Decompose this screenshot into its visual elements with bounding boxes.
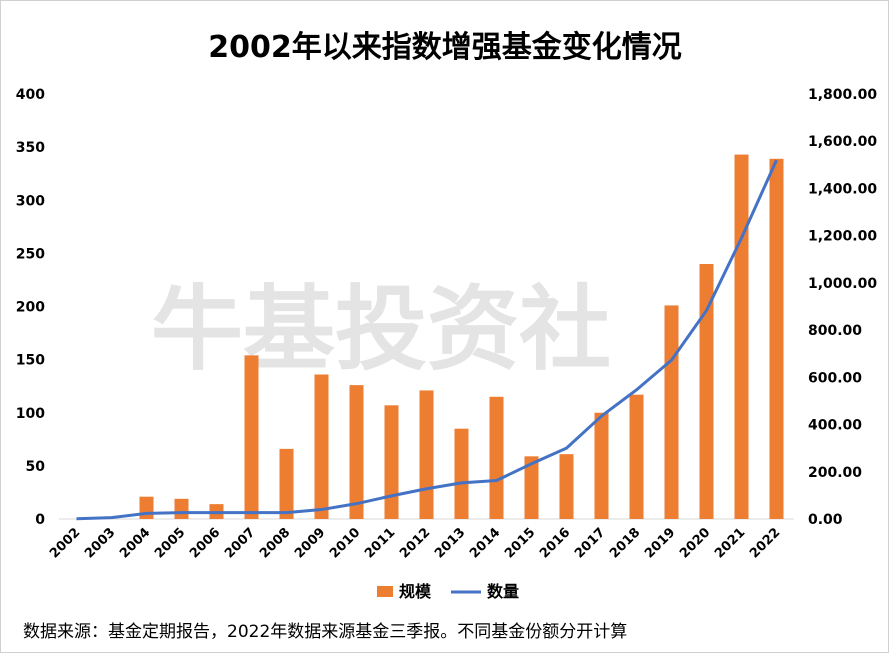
x-tick-label: 2003 [82,525,118,561]
x-tick-label: 2017 [572,525,608,561]
right-tick-label: 1,000.00 [808,276,877,292]
bar-2016 [559,454,574,519]
watermark-text: 牛基投资社 [151,276,611,383]
x-tick-label: 2004 [117,525,153,561]
legend-label-line: 数量 [487,582,519,601]
x-tick-label: 2012 [397,525,433,561]
bar-2017 [594,412,609,519]
right-axis: 0.00 200.00 400.00 600.00 800.00 1,000.00 1,20… [808,87,877,528]
right-tick-label: 1,600.00 [808,134,877,150]
right-tick-label: 0.00 [808,512,843,528]
left-tick-label: 200 [16,300,45,316]
line-count [76,159,778,521]
bar-2010 [349,385,364,519]
left-tick-label: 300 [16,193,45,209]
legend: 规模 数量 [377,582,519,601]
bar-2011 [384,405,399,519]
x-tick-label: 2021 [712,525,748,561]
bar-2009 [314,374,329,519]
bar-2015 [524,456,539,519]
x-tick-label: 2002 [47,525,83,561]
x-tick-label: 2010 [327,525,363,561]
chart-title: 2002年以来指数增强基金变化情况 [208,30,682,65]
right-tick-label: 600.00 [808,370,862,386]
x-tick-label: 2018 [607,525,643,561]
left-axis: 0 50 100 150 200 250 300 350 400 [16,87,45,528]
bar-2021 [734,154,749,519]
x-tick-label: 2008 [257,525,293,561]
right-tick-label: 200.00 [808,465,862,481]
left-tick-label: 250 [16,246,45,262]
bar-2014 [489,396,504,519]
bar-2008 [279,448,294,519]
x-tick-label: 2013 [432,525,468,561]
left-tick-label: 400 [16,87,45,103]
x-tick-label: 2020 [677,525,713,561]
bar-2012 [419,390,434,519]
right-tick-label: 400.00 [808,418,862,434]
x-tick-label: 2019 [642,525,678,561]
left-tick-label: 150 [16,353,45,369]
x-tick-label: 2016 [537,525,573,561]
bar-2007 [244,355,259,519]
x-tick-label: 2006 [187,525,223,561]
x-tick-label: 2005 [152,525,188,561]
x-tick-label: 2009 [292,525,328,561]
bar-2005 [174,498,189,519]
bar-2018 [629,394,644,519]
left-tick-label: 100 [16,406,45,422]
right-tick-label: 1,800.00 [808,87,877,103]
bar-2019 [664,305,679,519]
x-axis: 2002200320042005200620072008200920102011… [47,525,783,561]
left-tick-label: 350 [16,140,45,156]
legend-swatch-bar [377,586,393,597]
left-tick-label: 50 [26,459,46,475]
right-tick-label: 800.00 [808,323,862,339]
x-tick-label: 2011 [362,525,398,561]
bar-2020 [699,264,714,519]
x-tick-label: 2007 [222,525,258,561]
legend-label-bar: 规模 [399,582,432,601]
left-tick-label: 0 [35,512,45,528]
line-series [76,159,778,521]
bar-2004 [139,496,154,519]
right-tick-label: 1,200.00 [808,229,877,245]
right-tick-label: 1,400.00 [808,181,877,197]
x-tick-label: 2015 [502,525,538,561]
bar-2013 [454,428,469,519]
x-tick-label: 2022 [747,525,783,561]
x-tick-label: 2014 [467,525,503,561]
bar-2022 [769,158,784,519]
source-note: 数据来源：基金定期报告，2022年数据来源基金三季报。不同基金份额分开计算 [23,622,627,642]
bar-series [139,154,784,519]
